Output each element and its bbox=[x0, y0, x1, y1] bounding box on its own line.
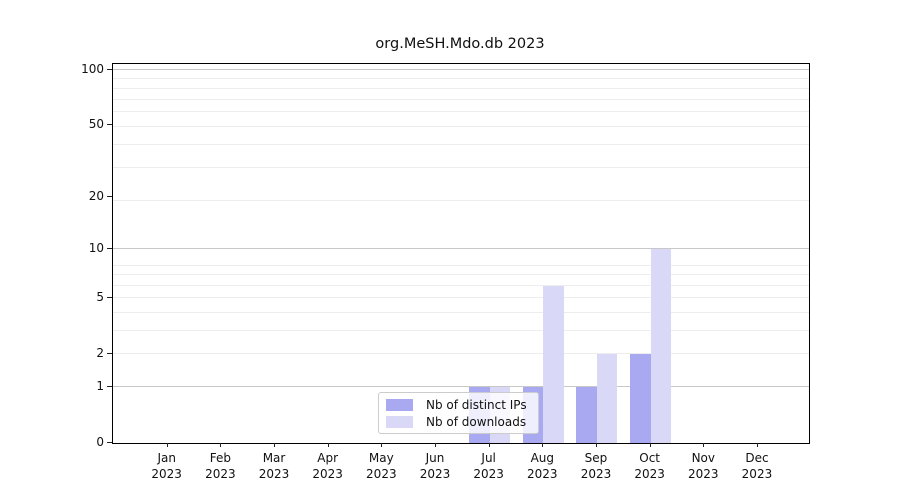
minor-gridline bbox=[113, 274, 809, 276]
y-tick-label: 50 bbox=[88, 117, 104, 132]
minor-gridline bbox=[113, 284, 809, 286]
y-tick-mark bbox=[107, 69, 112, 71]
x-tick-year: 2023 bbox=[473, 467, 504, 481]
bar-downloads bbox=[596, 354, 618, 443]
bar-distinct-ips bbox=[630, 354, 651, 443]
y-tick-label: 0 bbox=[96, 435, 104, 449]
y-tick-mark bbox=[107, 442, 112, 443]
y-tick-label: 20 bbox=[88, 189, 104, 204]
minor-gridline bbox=[113, 167, 809, 169]
x-tick-mark bbox=[381, 443, 383, 447]
x-tick-year: 2023 bbox=[741, 467, 773, 481]
x-tick-mark bbox=[595, 443, 597, 447]
y-tick-mark bbox=[107, 386, 112, 387]
x-tick-mark bbox=[274, 443, 276, 447]
x-tick-label: Aug 2023 bbox=[514, 450, 570, 482]
minor-gridline bbox=[113, 88, 809, 89]
legend-item-downloads: Nb of downloads bbox=[386, 415, 532, 429]
x-tick-mark bbox=[649, 443, 651, 447]
x-tick-year: 2023 bbox=[312, 467, 343, 481]
legend-label-distinct-ips: Nb of distinct IPs bbox=[426, 397, 527, 412]
x-tick-label: Nov 2023 bbox=[675, 450, 731, 482]
x-tick-year: 2023 bbox=[366, 467, 397, 481]
minor-gridline bbox=[113, 297, 809, 299]
y-tick-label: 10 bbox=[88, 241, 104, 256]
legend-swatch-distinct-ips-icon bbox=[386, 398, 413, 411]
bar-distinct-ips bbox=[576, 387, 597, 443]
x-tick-label: May 2023 bbox=[353, 450, 409, 482]
y-tick-label: 5 bbox=[96, 290, 104, 305]
x-tick-label: Feb 2023 bbox=[192, 450, 248, 482]
x-tick-year: 2023 bbox=[151, 467, 182, 481]
x-tick-label: Jun 2023 bbox=[407, 450, 463, 482]
x-tick-year: 2023 bbox=[205, 467, 236, 481]
minor-gridline bbox=[113, 144, 809, 145]
x-tick-label: Oct 2023 bbox=[622, 450, 678, 482]
x-tick-label: Jul 2023 bbox=[461, 450, 517, 482]
x-tick-year: 2023 bbox=[580, 467, 612, 481]
x-tick-mark bbox=[488, 443, 490, 447]
y-tick-mark bbox=[107, 353, 112, 355]
y-tick-mark bbox=[107, 124, 112, 126]
y-tick-mark bbox=[107, 248, 112, 250]
legend-swatch-downloads-icon bbox=[386, 415, 413, 428]
legend-label-downloads: Nb of downloads bbox=[426, 414, 527, 429]
x-tick-year: 2023 bbox=[258, 467, 290, 481]
x-tick-mark bbox=[220, 443, 222, 447]
y-tick-label: 2 bbox=[96, 346, 104, 361]
x-tick-label: Sep 2023 bbox=[568, 450, 624, 482]
x-tick-year: 2023 bbox=[527, 467, 558, 481]
minor-gridline bbox=[113, 264, 809, 266]
x-tick-year: 2023 bbox=[419, 467, 451, 481]
legend: Nb of distinct IPs Nb of downloads bbox=[378, 392, 539, 434]
x-tick-mark bbox=[703, 443, 705, 447]
minor-gridline bbox=[113, 125, 809, 127]
x-tick-mark bbox=[756, 443, 758, 447]
minor-gridline bbox=[113, 311, 809, 313]
minor-gridline bbox=[113, 111, 809, 113]
bar-downloads bbox=[543, 285, 564, 443]
major-gridline bbox=[113, 69, 809, 71]
minor-gridline bbox=[113, 78, 809, 80]
chart-title: org.MeSH.Mdo.db 2023 bbox=[375, 36, 545, 52]
y-tick-label: 100 bbox=[81, 62, 104, 77]
x-tick-mark bbox=[435, 443, 436, 447]
legend-item-distinct-ips: Nb of distinct IPs bbox=[386, 398, 532, 412]
minor-gridline bbox=[113, 98, 809, 100]
major-gridline bbox=[113, 386, 809, 388]
plot-area bbox=[112, 63, 810, 444]
x-tick-mark bbox=[166, 443, 168, 447]
x-tick-label: Mar 2023 bbox=[246, 450, 302, 482]
y-tick-label: 1 bbox=[96, 379, 104, 393]
x-tick-label: Jan 2023 bbox=[139, 450, 195, 482]
major-gridline bbox=[113, 248, 809, 250]
x-tick-label: Apr 2023 bbox=[300, 450, 356, 482]
y-tick-mark bbox=[107, 196, 112, 198]
x-tick-year: 2023 bbox=[634, 467, 665, 481]
minor-gridline bbox=[113, 199, 809, 201]
x-tick-year: 2023 bbox=[688, 467, 719, 481]
x-tick-label: Dec 2023 bbox=[729, 450, 785, 482]
minor-gridline bbox=[113, 353, 809, 355]
y-tick-mark bbox=[107, 297, 112, 299]
x-tick-mark bbox=[327, 443, 329, 447]
minor-gridline bbox=[113, 330, 809, 332]
bar-downloads bbox=[650, 249, 672, 443]
x-tick-mark bbox=[542, 443, 544, 447]
